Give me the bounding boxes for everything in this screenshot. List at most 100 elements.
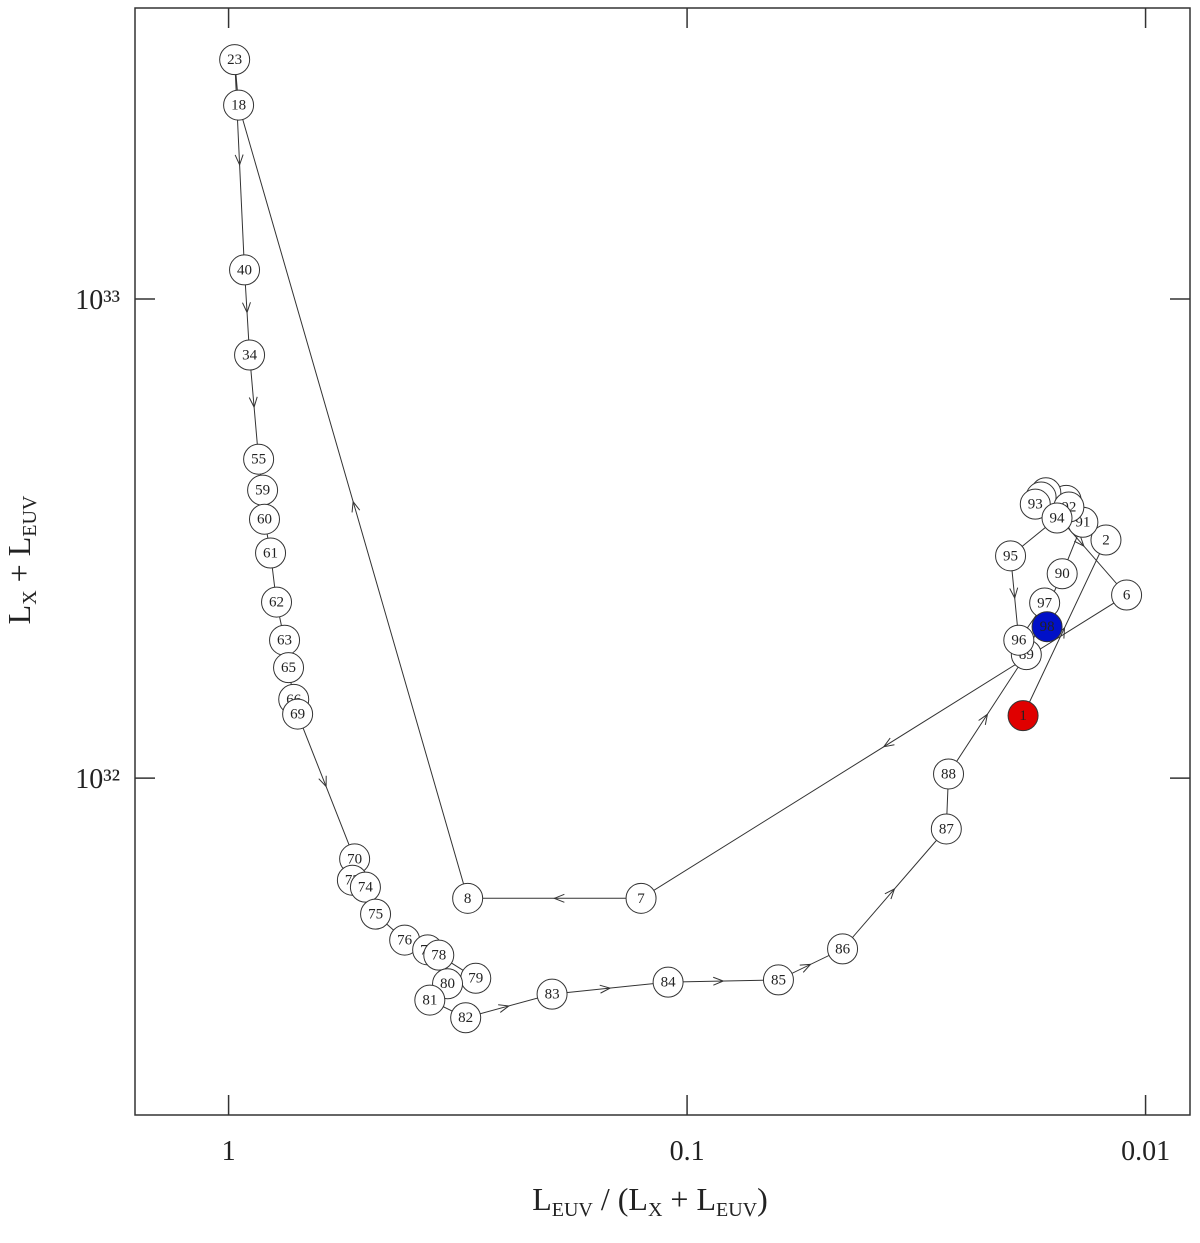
data-point <box>1003 624 1035 656</box>
point-label: 65 <box>281 660 296 676</box>
data-point <box>349 871 381 903</box>
point-label: 1 <box>1019 708 1027 724</box>
axis-label-part: EUV <box>716 1199 758 1221</box>
data-point <box>234 339 266 371</box>
point-label: 97 <box>1037 595 1053 611</box>
point-label: 7 <box>637 891 645 907</box>
axis-label-part: L <box>532 1181 552 1217</box>
y-tick-label: 10³³ <box>75 285 120 316</box>
data-point <box>933 758 965 790</box>
arrowhead <box>234 154 244 167</box>
axis-label-part: X <box>648 1199 663 1221</box>
point-label: 69 <box>290 707 305 723</box>
point-label: 18 <box>231 98 246 114</box>
data-point <box>282 698 314 730</box>
arrowhead <box>318 775 327 788</box>
arrowhead <box>1009 587 1019 600</box>
data-point <box>248 503 280 535</box>
point-label: 87 <box>939 821 955 837</box>
data-point <box>762 964 794 996</box>
data-point <box>229 254 261 286</box>
point-label: 74 <box>358 880 374 896</box>
point-label: 96 <box>1011 633 1027 649</box>
data-point <box>219 44 251 76</box>
point-label: 23 <box>227 52 242 68</box>
data-point <box>452 882 484 914</box>
data-point <box>652 966 684 998</box>
point-label: 90 <box>1055 566 1070 582</box>
arrowhead <box>248 396 258 409</box>
point-label: 61 <box>263 545 278 561</box>
data-point <box>261 586 293 618</box>
x-tick-label: 1 <box>222 1136 236 1167</box>
point-label: 55 <box>251 452 266 468</box>
data-point <box>1046 558 1078 590</box>
point-label: 98 <box>1040 619 1055 635</box>
arrowhead <box>882 737 895 748</box>
axis-label-part: ) <box>757 1181 768 1217</box>
data-point <box>243 443 275 475</box>
point-label: 78 <box>431 948 446 964</box>
data-point <box>360 898 392 930</box>
axis-label-part: EUV <box>19 495 41 537</box>
data-point <box>625 882 657 914</box>
data-point <box>423 939 455 971</box>
point-label: 76 <box>397 933 413 949</box>
data-point <box>930 813 962 845</box>
axis-label-part: + L <box>1 537 37 591</box>
point-label: 8 <box>464 891 472 907</box>
point-label: 62 <box>269 595 284 611</box>
point-label: 85 <box>771 972 786 988</box>
point-label: 94 <box>1050 510 1066 526</box>
data-point <box>273 652 305 684</box>
point-label: 70 <box>347 851 362 867</box>
point-label: 75 <box>368 907 383 923</box>
point-label: 88 <box>941 766 956 782</box>
x-axis-label: LEUV / (LX + LEUV) <box>532 1181 768 1221</box>
point-label: 6 <box>1123 587 1131 603</box>
x-tick-label: 0.1 <box>670 1136 705 1167</box>
data-point <box>414 984 446 1016</box>
axis-label-part: + L <box>662 1181 716 1217</box>
data-point <box>536 978 568 1010</box>
plot-frame <box>134 7 1191 1116</box>
point-label: 82 <box>458 1010 473 1026</box>
point-label: 86 <box>835 941 851 957</box>
arrowhead <box>799 963 812 973</box>
point-label: 79 <box>468 971 483 987</box>
y-tick-label: 10³² <box>75 764 120 795</box>
arrowhead <box>242 302 251 314</box>
point-label: 34 <box>242 347 258 363</box>
data-point <box>450 1002 482 1034</box>
point-label: 2 <box>1102 532 1110 548</box>
point-label: 81 <box>422 993 437 1009</box>
axis-label-part: L <box>1 605 37 625</box>
arrowhead <box>599 984 612 994</box>
point-label: 95 <box>1003 548 1018 564</box>
arrowhead <box>978 713 989 725</box>
arrowhead <box>884 887 896 900</box>
axis-label-part: EUV <box>552 1199 594 1221</box>
point-label: 40 <box>237 262 252 278</box>
arrowhead <box>1074 535 1085 548</box>
point-label: 63 <box>277 633 292 649</box>
point-label: 60 <box>257 512 272 528</box>
data-point <box>1111 579 1143 611</box>
axis-label-part: X <box>19 590 41 605</box>
x-tick-label: 0.01 <box>1121 1136 1170 1167</box>
point-label: 83 <box>545 987 560 1003</box>
y-axis-label: LX + LEUV <box>1 495 41 624</box>
data-point <box>1041 502 1073 534</box>
point-label: 91 <box>1075 515 1090 531</box>
data-point <box>223 89 255 121</box>
point-label: 80 <box>440 976 455 992</box>
arrowhead <box>713 976 725 986</box>
data-point <box>995 540 1027 572</box>
point-label: 93 <box>1028 497 1043 513</box>
arrowhead <box>351 500 361 513</box>
arrowhead <box>553 893 565 903</box>
point-label: 59 <box>255 483 270 499</box>
data-point <box>1031 611 1063 643</box>
